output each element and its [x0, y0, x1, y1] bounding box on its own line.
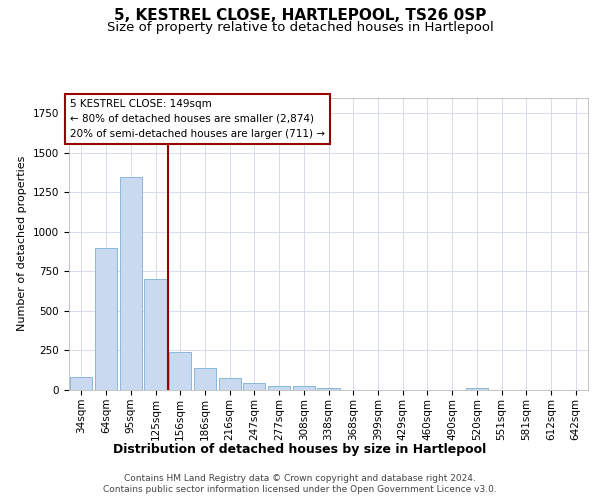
- Bar: [169, 352, 191, 390]
- Text: 5, KESTREL CLOSE, HARTLEPOOL, TS26 0SP: 5, KESTREL CLOSE, HARTLEPOOL, TS26 0SP: [114, 8, 486, 22]
- Text: Distribution of detached houses by size in Hartlepool: Distribution of detached houses by size …: [113, 442, 487, 456]
- Bar: [145, 280, 167, 390]
- Bar: [194, 368, 216, 390]
- Text: 5 KESTREL CLOSE: 149sqm
← 80% of detached houses are smaller (2,874)
20% of semi: 5 KESTREL CLOSE: 149sqm ← 80% of detache…: [70, 99, 325, 138]
- Text: Size of property relative to detached houses in Hartlepool: Size of property relative to detached ho…: [107, 21, 493, 34]
- Bar: [70, 378, 92, 390]
- Bar: [95, 248, 117, 390]
- Bar: [218, 378, 241, 390]
- Bar: [119, 176, 142, 390]
- Y-axis label: Number of detached properties: Number of detached properties: [17, 156, 28, 332]
- Bar: [268, 386, 290, 390]
- Text: Contains HM Land Registry data © Crown copyright and database right 2024.: Contains HM Land Registry data © Crown c…: [124, 474, 476, 483]
- Bar: [317, 388, 340, 390]
- Text: Contains public sector information licensed under the Open Government Licence v3: Contains public sector information licen…: [103, 485, 497, 494]
- Bar: [243, 383, 265, 390]
- Bar: [466, 388, 488, 390]
- Bar: [293, 386, 315, 390]
